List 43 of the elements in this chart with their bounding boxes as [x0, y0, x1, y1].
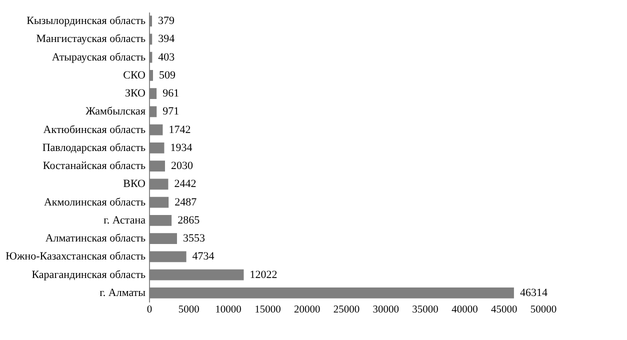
- y-tick-label: Кызылординская область: [26, 15, 146, 28]
- data-label: 379: [158, 15, 175, 28]
- data-label: 1742: [168, 124, 191, 136]
- y-tick-label: Павлодарская область: [42, 142, 146, 154]
- x-tick-label: 0: [146, 304, 152, 316]
- y-tick-label: Актюбинская область: [43, 124, 146, 136]
- x-tick-label: 20000: [294, 304, 320, 316]
- y-tick-label: Карагандинская область: [32, 268, 146, 281]
- data-label: 971: [162, 106, 180, 118]
- data-label: 2487: [174, 196, 198, 208]
- y-tick-label: ВКО: [123, 178, 146, 190]
- data-label: 509: [159, 69, 176, 82]
- y-tick-label: Алматинская область: [45, 232, 146, 245]
- data-label: 12022: [250, 268, 278, 281]
- y-tick-label: ЗКО: [124, 88, 146, 100]
- data-label: 3553: [183, 232, 206, 245]
- y-tick-label: СКО: [123, 69, 146, 82]
- x-tick-label: 40000: [452, 304, 478, 316]
- x-tick-label: 10000: [215, 304, 242, 316]
- data-label: 2030: [170, 160, 194, 172]
- y-tick-label: Жамбылская: [86, 106, 146, 118]
- y-tick-label: Мангистауская область: [36, 33, 146, 46]
- data-label: 1934: [170, 142, 193, 154]
- data-label: 961: [162, 88, 180, 100]
- x-tick-label: 25000: [333, 304, 360, 316]
- data-label: 4734: [192, 250, 215, 263]
- x-tick-label: 35000: [412, 304, 438, 316]
- data-label: 394: [158, 33, 176, 46]
- x-tick-label: 45000: [490, 304, 518, 316]
- x-tick-label: 30000: [372, 304, 400, 316]
- y-tick-label: Акмолинская область: [44, 196, 146, 208]
- x-tick-label: 50000: [530, 304, 557, 316]
- y-tick-label: г. Астана: [104, 214, 146, 226]
- y-tick-label: Костанайская область: [42, 160, 146, 172]
- data-label: 2442: [174, 178, 196, 190]
- x-tick-label: 5000: [178, 304, 200, 316]
- data-label: 2865: [178, 214, 200, 226]
- y-tick-label: Атырауская область: [52, 51, 146, 64]
- data-label: 403: [158, 51, 176, 64]
- data-label: 46314: [520, 286, 548, 299]
- y-tick-label: Южно-Казахстанская область: [6, 250, 146, 263]
- x-tick-label: 15000: [254, 304, 281, 316]
- y-tick-label: г. Алматы: [100, 286, 146, 299]
